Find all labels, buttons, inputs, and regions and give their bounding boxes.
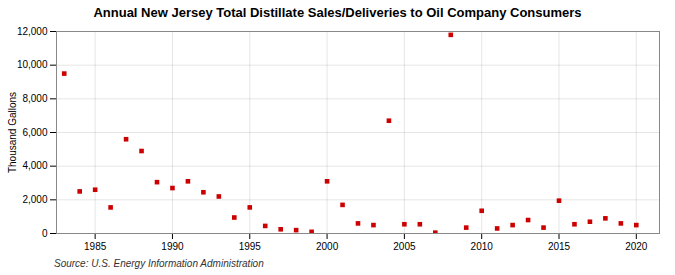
svg-text:10,000: 10,000 (17, 59, 48, 70)
svg-text:4,000: 4,000 (22, 160, 47, 171)
svg-text:2,000: 2,000 (22, 194, 47, 205)
svg-text:1990: 1990 (161, 241, 184, 252)
svg-text:8,000: 8,000 (22, 93, 47, 104)
svg-text:2000: 2000 (316, 241, 339, 252)
svg-text:0: 0 (42, 228, 48, 239)
svg-text:1985: 1985 (84, 241, 107, 252)
svg-text:2005: 2005 (393, 241, 416, 252)
svg-text:6,000: 6,000 (22, 127, 47, 138)
html-text:Source: U.S. Energy Informatio: Source: U.S. Energy Information Administ… (54, 258, 264, 269)
svg-text:1995: 1995 (239, 241, 262, 252)
svg-text:2010: 2010 (471, 241, 494, 252)
svg-text:2020: 2020 (625, 241, 648, 252)
html-text:Annual New Jersey Total Distil: Annual New Jersey Total Distillate Sales… (93, 5, 582, 20)
svg-text:2015: 2015 (548, 241, 571, 252)
svg-text:Thousand Gallons: Thousand Gallons (7, 92, 18, 173)
svg-text:12,000: 12,000 (17, 26, 48, 37)
